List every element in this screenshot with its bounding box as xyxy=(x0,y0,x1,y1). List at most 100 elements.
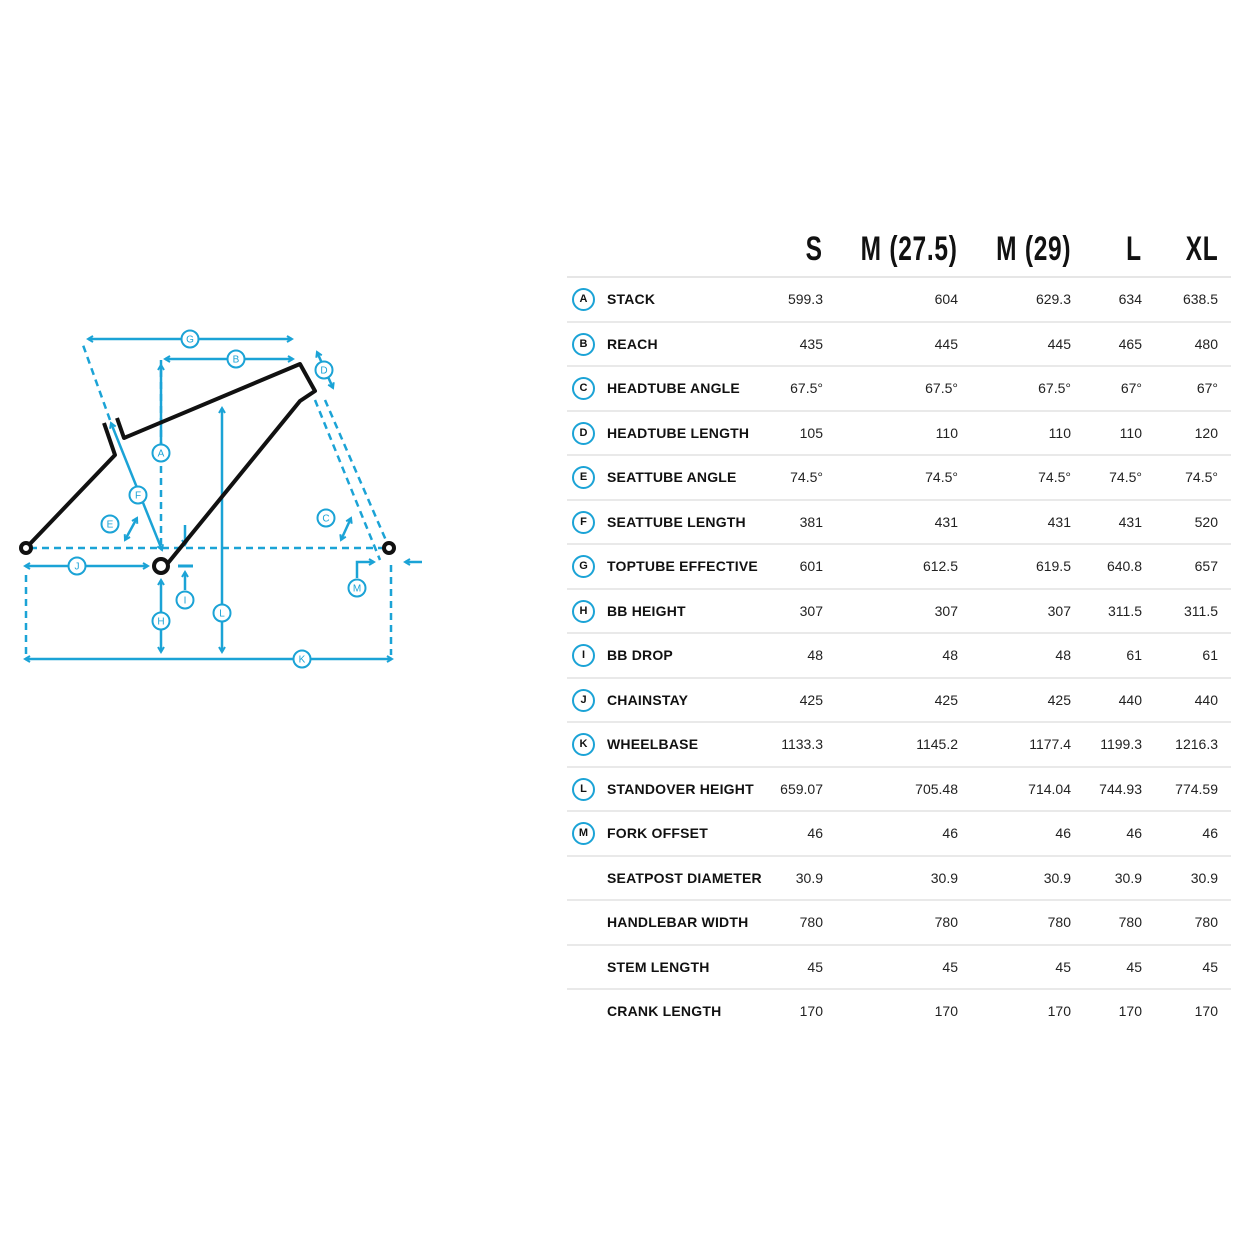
dimension-key-badge: K xyxy=(572,733,595,756)
measurement-value: 1145.2 xyxy=(916,736,958,752)
measurement-value: 425 xyxy=(934,691,958,708)
dimension-key-badge: I xyxy=(572,644,595,667)
table-row: HANDLEBAR WIDTH 780 780 780 780 780 xyxy=(567,901,1231,946)
dimension-label-m: M xyxy=(353,584,361,595)
measurement-value: 744.93 xyxy=(1099,780,1142,797)
measurement-value: 311.5 xyxy=(1108,602,1142,619)
measurement-value: 425 xyxy=(1047,691,1071,708)
measurement-value: 612.5 xyxy=(922,558,958,574)
measurement-value: 634 xyxy=(1118,291,1142,307)
dimension-label-j: J xyxy=(75,562,80,573)
measurement-value: 67.5° xyxy=(790,380,823,396)
measurement-value: 74.5° xyxy=(1109,469,1142,485)
dimension-key-badge: G xyxy=(572,555,595,578)
label-circle xyxy=(212,603,232,623)
measurement-value: 170 xyxy=(934,1003,958,1019)
label-circle xyxy=(292,649,312,669)
measurement-value: 105 xyxy=(799,424,823,441)
measurement-value: 110 xyxy=(1119,424,1142,441)
measurement-value: 1216.3 xyxy=(1175,736,1218,752)
measurement-value: 30.9 xyxy=(1043,869,1071,886)
measurement-value: 465 xyxy=(1118,335,1142,352)
measurement-value: 431 xyxy=(1118,513,1142,530)
table-row: F SEATTUBE LENGTH 381 431 431 431 520 xyxy=(567,501,1231,545)
table-row: STEM LENGTH 45 45 45 45 45 xyxy=(567,946,1231,990)
measurement-value: 780 xyxy=(799,914,823,930)
measurement-value: 714.04 xyxy=(1028,780,1071,797)
measurement-value: 780 xyxy=(1118,914,1142,930)
measurement-value: 431 xyxy=(934,513,958,530)
dimension-label-l: L xyxy=(219,609,225,620)
measurement-value: 1199.3 xyxy=(1100,736,1142,752)
measurement-value: 445 xyxy=(934,335,958,352)
dimension-label-k: K xyxy=(299,655,306,666)
label-circle xyxy=(151,611,171,631)
label-circle xyxy=(347,578,367,598)
measurement-value: 601 xyxy=(799,558,823,574)
measurement-value: 425 xyxy=(799,691,823,708)
measurement-value: 61 xyxy=(1202,647,1218,663)
label-circle xyxy=(175,590,195,610)
measurement-value: 520 xyxy=(1194,513,1218,530)
measurement-label: HANDLEBAR WIDTH xyxy=(607,914,749,930)
dimension-label-f: F xyxy=(135,491,141,502)
table-row: SEATPOST DIAMETER 30.9 30.9 30.9 30.9 30.9 xyxy=(567,857,1231,901)
table-row: K WHEELBASE 1133.3 1145.2 1177.4 1199.3 1216.3 xyxy=(567,723,1231,768)
measurement-label: STANDOVER HEIGHT xyxy=(607,780,754,797)
measurement-value: 604 xyxy=(934,291,958,307)
measurement-value: 381 xyxy=(799,513,823,530)
measurement-value: 30.9 xyxy=(930,869,958,886)
measurement-value: 30.9 xyxy=(1190,869,1218,886)
label-circle xyxy=(180,329,200,349)
table-row: A STACK 599.3 604 629.3 634 638.5 xyxy=(567,278,1231,323)
dimension-labels: A B C D E F G H I J K L M xyxy=(67,329,367,669)
dimension-key-badge: L xyxy=(572,777,595,801)
dimension-label-i: I xyxy=(184,596,187,607)
table-row: B REACH 435 445 445 465 480 xyxy=(567,323,1231,367)
dimension-label-b: B xyxy=(233,355,240,366)
measurement-value: 599.3 xyxy=(787,291,823,307)
label-circle xyxy=(128,485,148,505)
measurement-label: TOPTUBE EFFECTIVE xyxy=(607,558,758,574)
measurement-value: 45 xyxy=(1126,958,1142,975)
size-header: M (27.5) xyxy=(861,230,958,268)
measurement-value: 307 xyxy=(799,602,823,619)
measurement-value: 170 xyxy=(1047,1003,1071,1019)
dimension-key-badge: J xyxy=(572,688,595,712)
frame-outline xyxy=(19,362,396,575)
measurement-value: 67.5° xyxy=(1038,380,1071,396)
dimension-label-c: C xyxy=(322,514,329,525)
label-circle xyxy=(151,443,171,463)
measurement-value: 46 xyxy=(942,825,958,841)
label-circle xyxy=(67,556,87,576)
dimension-key-badge: A xyxy=(572,288,595,311)
table-row: J CHAINSTAY 425 425 425 440 440 xyxy=(567,679,1231,723)
dimension-label-d: D xyxy=(320,366,327,377)
dimension-key-badge: D xyxy=(572,421,595,445)
table-row: CRANK LENGTH 170 170 170 170 170 xyxy=(567,990,1231,1033)
measurement-value: 48 xyxy=(942,647,958,663)
measurement-value: 640.8 xyxy=(1106,558,1142,574)
measurement-value: 30.9 xyxy=(795,869,823,886)
size-header: S xyxy=(805,230,823,268)
geometry-table: S M (27.5) M (29) L XL A STACK 599.3 604 629… xyxy=(567,220,1231,1033)
measurement-value: 659.07 xyxy=(780,780,823,797)
measurement-value: 431 xyxy=(1047,513,1071,530)
measurement-value: 307 xyxy=(1047,602,1071,619)
measurement-value: 46 xyxy=(1055,825,1071,841)
measurement-value: 74.5° xyxy=(925,469,958,485)
measurement-value: 74.5° xyxy=(1185,469,1218,485)
measurement-label: CRANK LENGTH xyxy=(607,1003,722,1019)
measurement-label: REACH xyxy=(607,335,658,352)
measurement-label: WHEELBASE xyxy=(607,736,699,752)
frame-geometry-diagram: A B C D E F G H I J K L M xyxy=(19,329,422,669)
measurement-value: 780 xyxy=(1047,914,1071,930)
measurement-value: 440 xyxy=(1194,691,1218,708)
measurement-value: 74.5° xyxy=(1038,469,1071,485)
measurement-value: 67° xyxy=(1196,380,1218,396)
measurement-value: 170 xyxy=(799,1003,823,1019)
dimension-key-badge: H xyxy=(572,599,595,623)
measurement-value: 311.5 xyxy=(1184,602,1218,619)
measurement-value: 657 xyxy=(1194,558,1218,574)
measurement-value: 435 xyxy=(799,335,823,352)
